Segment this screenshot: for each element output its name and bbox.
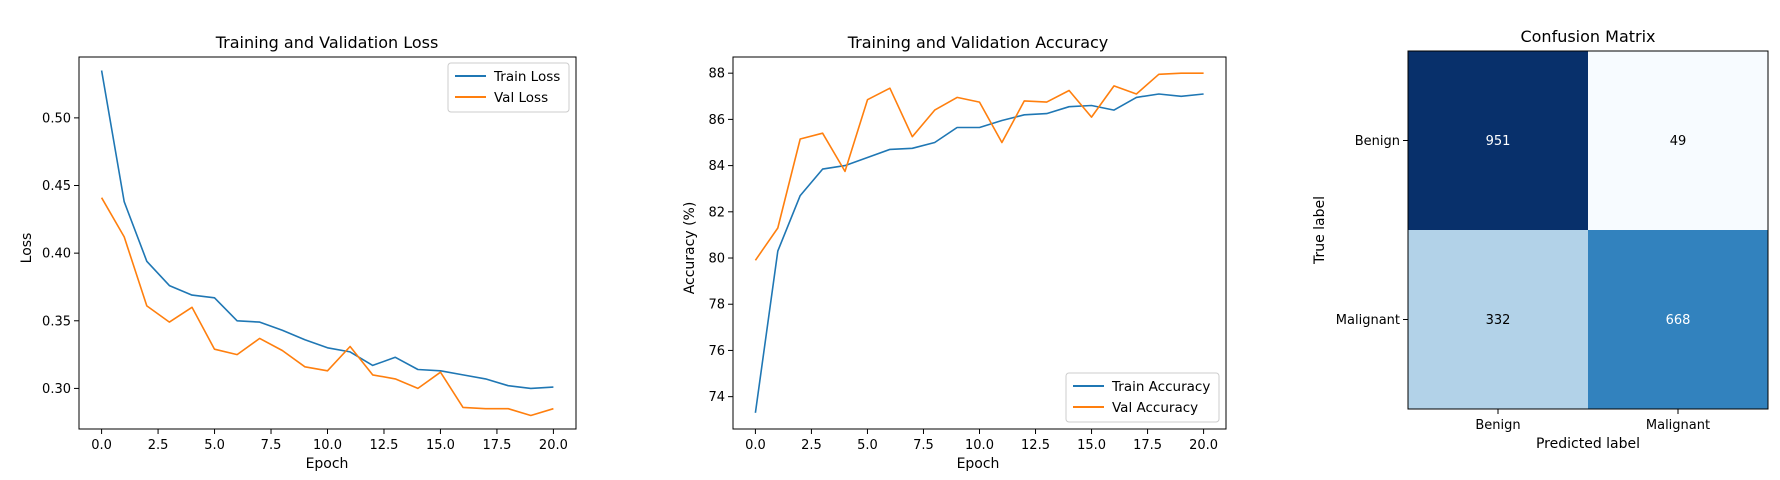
loss-legend: Train Loss Val Loss [447, 62, 570, 113]
cm-x-tick-label: Benign [1475, 418, 1520, 433]
cm-y-ticks: Benign Malignant [1336, 134, 1408, 328]
accuracy-legend-box [1065, 372, 1220, 423]
confusion-matrix-title: Confusion Matrix [1520, 27, 1655, 46]
cm-y-tick-label: Malignant [1336, 313, 1400, 328]
loss-y-tick-label: 0.30 [42, 382, 71, 397]
accuracy-x-tick-label: 2.5 [801, 438, 822, 453]
accuracy-y-axis-label: Accuracy (%) [682, 202, 698, 295]
accuracy-chart-title: Training and Validation Accuracy [847, 33, 1109, 52]
accuracy-legend-label-train: Train Accuracy [1111, 379, 1210, 395]
accuracy-y-tick-label: 80 [708, 252, 725, 267]
accuracy-series-line-train [754, 93, 1204, 413]
loss-x-tick-label: 0.0 [91, 438, 112, 453]
cm-cell [1408, 230, 1588, 409]
accuracy-y-ticks: 74 76 78 80 82 84 86 88 [708, 67, 733, 405]
loss-chart: Training and Validation Loss Epoch Loss … [19, 33, 577, 472]
accuracy-chart: Training and Validation Accuracy Epoch A… [682, 33, 1227, 472]
accuracy-legend: Train Accuracy Val Accuracy [1065, 372, 1220, 423]
loss-x-tick-label: 20.0 [539, 438, 568, 453]
loss-legend-label-train: Train Loss [493, 69, 560, 85]
accuracy-y-tick-label: 74 [708, 390, 725, 405]
loss-y-axis-label: Loss [19, 233, 35, 264]
loss-y-ticks: 0.30 0.35 0.40 0.45 0.50 [42, 111, 79, 397]
loss-series-line-train [100, 70, 554, 390]
accuracy-y-tick-label: 82 [708, 205, 725, 220]
accuracy-x-tick-label: 17.5 [1133, 438, 1162, 453]
accuracy-y-tick-label: 76 [708, 344, 725, 359]
loss-x-axis-label: Epoch [306, 456, 349, 472]
loss-x-tick-label: 12.5 [370, 438, 399, 453]
loss-chart-title: Training and Validation Loss [215, 33, 439, 52]
loss-lines [100, 70, 554, 417]
accuracy-y-tick-label: 86 [708, 113, 725, 128]
loss-y-tick-label: 0.35 [42, 314, 71, 329]
loss-legend-label-val: Val Loss [494, 90, 548, 106]
cm-cell-value: 332 [1486, 313, 1511, 328]
loss-x-tick-label: 17.5 [482, 438, 511, 453]
accuracy-plot-frame [732, 56, 1227, 430]
accuracy-x-ticks: 0.0 2.5 5.0 7.5 10.0 12.5 15.0 17.5 20.0 [745, 429, 1218, 453]
accuracy-x-tick-label: 7.5 [913, 438, 934, 453]
loss-x-ticks: 0.0 2.5 5.0 7.5 10.0 12.5 15.0 17.5 20.0 [91, 429, 568, 453]
accuracy-x-tick-label: 10.0 [965, 438, 994, 453]
accuracy-legend-label-val: Val Accuracy [1112, 400, 1198, 416]
confusion-matrix-cells: 951 49 332 668 [1408, 51, 1768, 409]
confusion-matrix-frame [1407, 50, 1769, 410]
cm-y-tick-label: Benign [1355, 134, 1400, 149]
loss-x-tick-label: 15.0 [426, 438, 455, 453]
loss-series-line-val [100, 197, 554, 417]
cm-x-ticks: Benign Malignant [1475, 409, 1710, 433]
loss-y-tick-label: 0.40 [42, 247, 71, 262]
accuracy-x-tick-label: 15.0 [1077, 438, 1106, 453]
cm-y-axis-label: True label [1312, 196, 1328, 265]
loss-x-tick-label: 7.5 [261, 438, 282, 453]
cm-cell-value: 951 [1486, 134, 1511, 149]
accuracy-lines [754, 72, 1204, 413]
loss-x-tick-label: 5.0 [204, 438, 225, 453]
confusion-matrix: Confusion Matrix 951 49 332 668 Benign Malig… [1312, 27, 1769, 452]
loss-x-tick-label: 2.5 [148, 438, 169, 453]
accuracy-y-tick-label: 88 [708, 67, 725, 82]
cm-x-tick-label: Malignant [1646, 418, 1710, 433]
cm-x-axis-label: Predicted label [1536, 436, 1640, 452]
accuracy-x-tick-label: 5.0 [857, 438, 878, 453]
loss-x-tick-label: 10.0 [313, 438, 342, 453]
cm-cell [1408, 51, 1588, 230]
accuracy-x-tick-label: 0.0 [745, 438, 766, 453]
loss-plot-frame [78, 56, 577, 430]
accuracy-y-tick-label: 84 [708, 159, 725, 174]
cm-cell [1588, 51, 1768, 230]
cm-cell [1588, 230, 1768, 409]
cm-cell-value: 49 [1670, 134, 1687, 149]
accuracy-x-tick-label: 12.5 [1021, 438, 1050, 453]
cm-cell-value: 668 [1666, 313, 1691, 328]
accuracy-x-axis-label: Epoch [957, 456, 1000, 472]
loss-y-tick-label: 0.50 [42, 111, 71, 126]
accuracy-x-tick-label: 20.0 [1189, 438, 1218, 453]
accuracy-series-line-val [754, 72, 1204, 261]
loss-y-tick-label: 0.45 [42, 179, 71, 194]
accuracy-y-tick-label: 78 [708, 298, 725, 313]
